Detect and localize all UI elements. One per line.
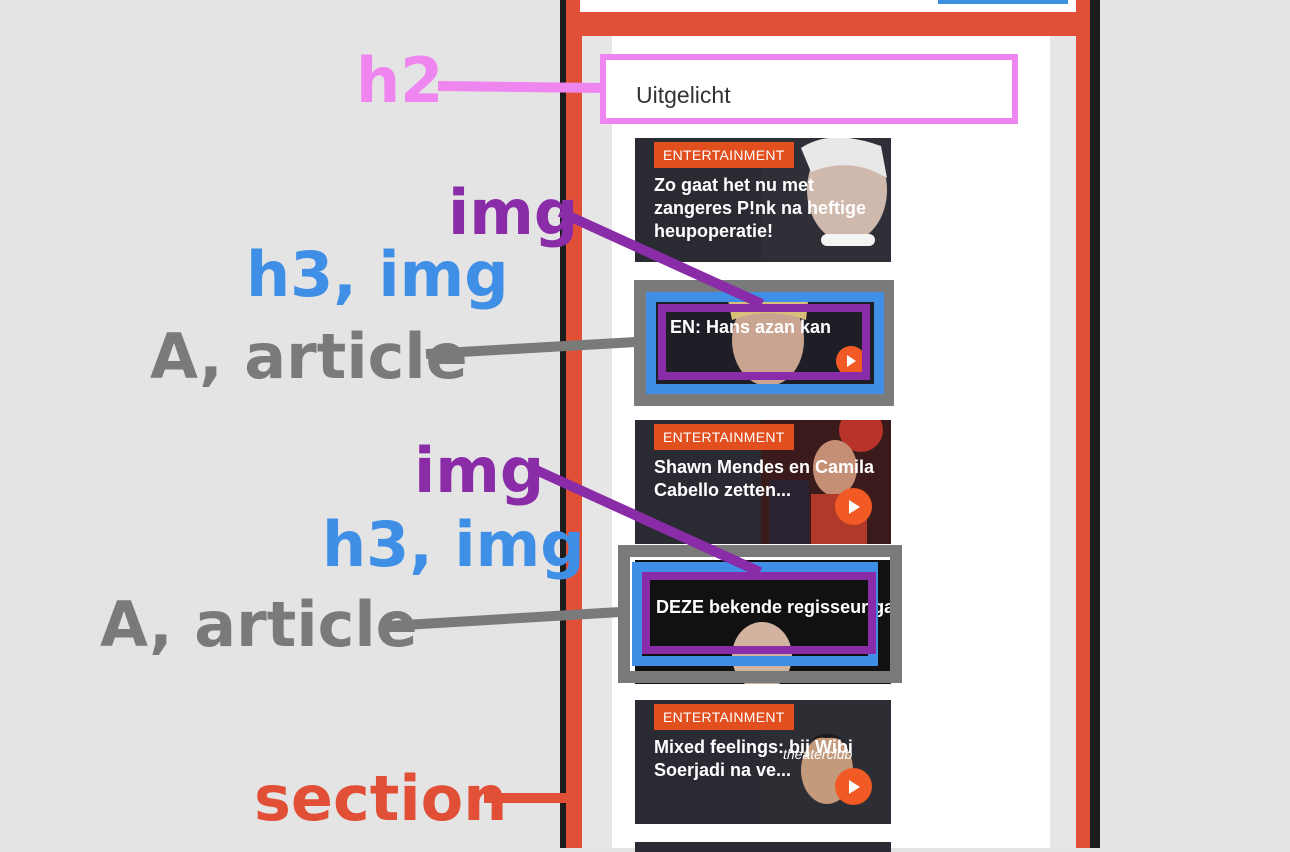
play-button[interactable] xyxy=(836,346,866,376)
play-icon xyxy=(848,499,860,514)
article-headline: Shawn Mendes en Camila Cabello zetten... xyxy=(654,457,875,500)
play-icon xyxy=(848,779,860,794)
section-label: section xyxy=(254,762,508,835)
article-headline-partial: EN: Hans azan kan xyxy=(670,317,832,337)
h3-img-label: h3, img xyxy=(246,238,509,311)
article-photo xyxy=(761,700,891,824)
page-title: Uitgelicht xyxy=(636,82,731,108)
article-card[interactable]: ENTERTAINMENT Zo gaat het nu met zangere… xyxy=(635,138,891,262)
a-article-label: A, article xyxy=(100,588,418,661)
category-badge: ENTERTAINMENT xyxy=(654,424,794,450)
article-card[interactable]: ENTERTAINMENT Shawn Mendes en Camila Cab… xyxy=(635,420,891,544)
a-article-connector xyxy=(425,337,637,359)
a-article-connector xyxy=(387,607,621,631)
article-headline: Mixed feelings: bij Wibi Soerjadi na ve.… xyxy=(654,737,853,780)
h3-img-highlight xyxy=(646,292,884,394)
h3-img-label: h3, img xyxy=(322,508,585,581)
article-card[interactable]: theaterclub ENTERTAINMENT Mixed feelings… xyxy=(635,700,891,824)
img-connector xyxy=(557,207,765,309)
a-article-highlight xyxy=(618,545,902,683)
h2-connector xyxy=(437,81,605,93)
article-card[interactable] xyxy=(635,842,891,852)
article-headline-partial: DEZE bekende regisseur gaat xyxy=(656,597,911,617)
article-headline: Zo gaat het nu met zangeres P!nk na heft… xyxy=(654,175,867,241)
img-label: img xyxy=(414,434,545,507)
play-button[interactable] xyxy=(835,768,872,805)
a-article-highlight xyxy=(634,280,894,406)
img-highlight xyxy=(658,304,870,380)
play-icon xyxy=(847,355,856,367)
img-connector xyxy=(533,465,763,577)
theaterclub-badge: theaterclub xyxy=(783,746,853,762)
h2-label: h2 xyxy=(356,44,444,117)
category-badge: ENTERTAINMENT xyxy=(654,142,794,168)
img-label: img xyxy=(448,176,579,249)
a-article-label: A, article xyxy=(150,320,468,393)
play-button[interactable] xyxy=(835,488,872,525)
top-band xyxy=(580,0,1076,12)
category-badge: ENTERTAINMENT xyxy=(654,704,794,730)
top-button[interactable] xyxy=(938,0,1068,4)
img-highlight xyxy=(642,572,876,654)
